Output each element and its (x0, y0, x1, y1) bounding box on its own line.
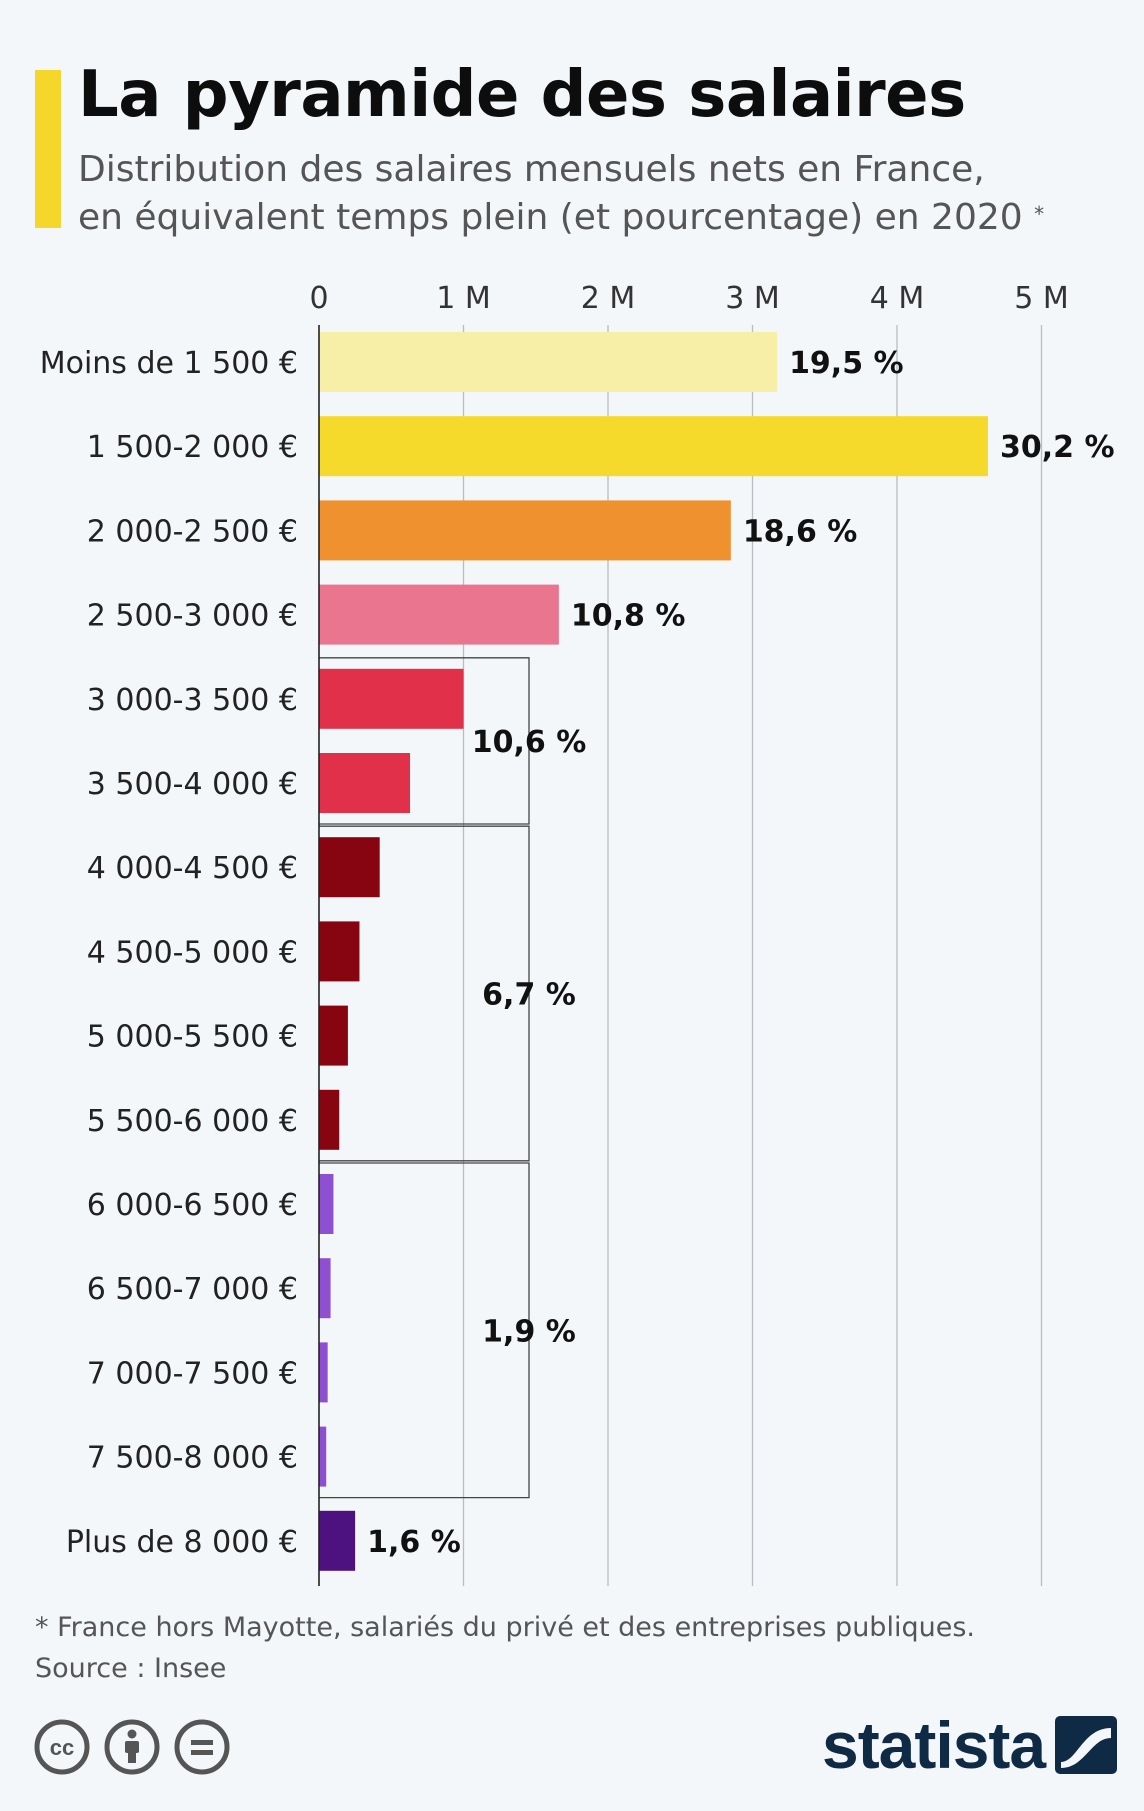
bar (319, 837, 380, 898)
bar (319, 1089, 340, 1150)
category-label: 2 000-2 500 € (87, 514, 298, 549)
x-tick-label: 3 M (725, 281, 780, 316)
title-accent-bar (35, 70, 61, 228)
x-tick-label: 2 M (581, 281, 636, 316)
category-label: 6 000-6 500 € (87, 1188, 298, 1223)
bar-value-label: 19,5 % (789, 346, 904, 381)
subtitle-line-1: Distribution des salaires mensuels nets … (78, 149, 985, 190)
footnote: * France hors Mayotte, salariés du privé… (35, 1612, 975, 1643)
category-label: Plus de 8 000 € (66, 1525, 298, 1560)
bar-value-label: 10,8 % (571, 599, 686, 634)
x-tick-label: 5 M (1014, 281, 1069, 316)
bar (319, 668, 464, 729)
category-label: 3 000-3 500 € (87, 683, 298, 718)
subtitle-footnote-marker: * (1034, 202, 1045, 226)
page-subtitle: Distribution des salaires mensuels nets … (78, 146, 1044, 242)
category-label: 5 500-6 000 € (87, 1104, 298, 1139)
bar (319, 584, 559, 645)
category-label: 4 500-5 000 € (87, 935, 298, 970)
category-label: 1 500-2 000 € (87, 430, 298, 465)
group-bracket (319, 657, 530, 825)
group-bracket (319, 825, 530, 1162)
group-value-label: 1,9 % (482, 1314, 576, 1349)
bar (319, 1510, 356, 1571)
bar (319, 921, 360, 982)
bar (319, 1426, 327, 1487)
attribution-icon[interactable] (103, 1718, 161, 1776)
license-icons: cc (33, 1718, 231, 1776)
bar-value-label: 1,6 % (367, 1525, 461, 1560)
cc-icon[interactable]: cc (33, 1718, 91, 1776)
group-value-label: 6,7 % (482, 978, 576, 1013)
x-tick-label: 0 (309, 281, 328, 316)
category-label: 7 500-8 000 € (87, 1441, 298, 1476)
group-bracket (319, 1162, 530, 1499)
bar (319, 416, 989, 477)
svg-text:cc: cc (50, 1735, 74, 1760)
bar (319, 1005, 348, 1066)
category-label: 4 000-4 500 € (87, 851, 298, 886)
category-label: Moins de 1 500 € (40, 346, 298, 381)
page-title: La pyramide des salaires (78, 58, 966, 132)
bar (319, 500, 731, 561)
salary-bar-chart: 0 1 M 2 M 3 M 4 M 5 M Moins de 1 500 € 1 500-2 … (40, 281, 1115, 1586)
category-label: 7 000-7 500 € (87, 1356, 298, 1391)
bar-value-label: 30,2 % (1000, 430, 1115, 465)
category-label: 6 500-7 000 € (87, 1272, 298, 1307)
x-tick-label: 4 M (870, 281, 925, 316)
category-label: 3 500-4 000 € (87, 767, 298, 802)
x-tick-label: 1 M (436, 281, 491, 316)
bar (319, 1342, 328, 1403)
bar-value-label: 18,6 % (743, 514, 858, 549)
brand-wordmark: statista (822, 1708, 1046, 1782)
subtitle-line-2: en équivalent temps plein (et pourcentag… (78, 194, 1044, 242)
statista-logo[interactable]: statista (822, 1708, 1118, 1782)
no-derivatives-icon[interactable] (173, 1718, 231, 1776)
bar (319, 332, 778, 392)
bar (319, 1258, 331, 1319)
bar (319, 1174, 334, 1234)
statista-logo-icon (1055, 1716, 1118, 1774)
bar (319, 753, 411, 813)
source-note: Source : Insee (35, 1653, 227, 1684)
subtitle-line-2-text: en équivalent temps plein (et pourcentag… (78, 197, 1023, 238)
group-value-label: 10,6 % (472, 725, 587, 760)
category-label: 5 000-5 500 € (87, 1020, 298, 1055)
category-label: 2 500-3 000 € (87, 599, 298, 634)
